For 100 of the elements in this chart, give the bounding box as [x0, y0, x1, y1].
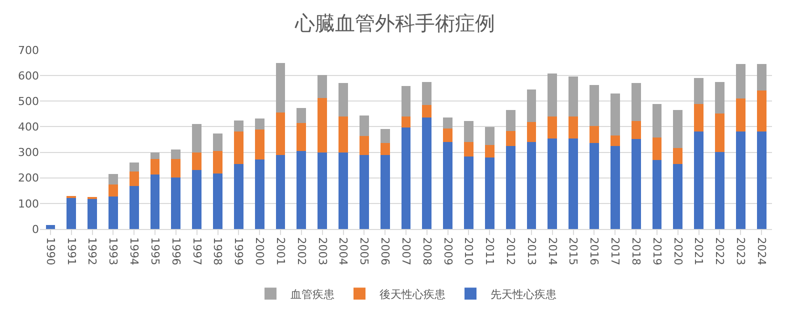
x-tick-label: 2011	[483, 237, 496, 266]
x-tick-label: 2007	[399, 237, 412, 266]
bar	[318, 152, 328, 229]
bar	[171, 178, 181, 229]
bar	[526, 122, 536, 142]
bar	[673, 148, 683, 164]
x-tick-label: 2019	[650, 237, 664, 266]
x-tick-label: 1997	[190, 237, 204, 266]
bar	[464, 121, 474, 142]
bar	[484, 145, 494, 158]
x-tick-label: 2000	[253, 237, 266, 266]
bar	[694, 78, 704, 104]
y-tick-label: 300	[18, 146, 39, 160]
y-tick-label: 700	[18, 44, 39, 57]
y-tick-label: 400	[18, 120, 39, 134]
bar	[443, 117, 453, 128]
bar	[715, 82, 724, 114]
bar	[234, 132, 244, 164]
x-tick-label: 1996	[169, 237, 182, 266]
bar	[380, 143, 390, 156]
bar	[192, 124, 202, 153]
x-tick-label: 1994	[128, 237, 141, 266]
bar	[192, 152, 202, 170]
bar	[548, 116, 558, 138]
bar	[631, 82, 641, 122]
x-tick-label: 2005	[358, 237, 371, 266]
x-tick-label: 1999	[232, 237, 246, 266]
x-tick-label: 2004	[336, 237, 350, 266]
x-tick-label: 2001	[274, 237, 287, 266]
bar	[715, 152, 724, 229]
x-tick-label: 2010	[462, 237, 476, 266]
bar	[276, 112, 286, 156]
bar	[192, 170, 202, 229]
x-tick-label: 1990	[44, 237, 57, 266]
x-tick-label: 2015	[566, 237, 580, 266]
x-tick-label: 2003	[316, 237, 329, 266]
x-tick-label: 2020	[671, 237, 684, 266]
bar	[401, 86, 411, 116]
y-tick-label: 100	[18, 197, 39, 210]
bar	[694, 132, 704, 229]
bar	[506, 110, 516, 131]
bar	[652, 137, 662, 160]
bar	[171, 158, 181, 178]
bar	[506, 130, 516, 146]
bar	[296, 150, 306, 229]
bar	[443, 142, 453, 229]
x-tick-label: 2016	[588, 237, 601, 266]
bar	[401, 128, 411, 229]
y-tick-label: 600	[18, 69, 39, 82]
bar	[359, 155, 369, 229]
bar	[422, 82, 432, 105]
bar	[108, 196, 118, 229]
bar	[652, 104, 662, 138]
bar	[129, 172, 139, 186]
x-tick-label: 2014	[546, 237, 559, 266]
bar	[590, 126, 599, 144]
bar	[254, 130, 264, 160]
bar	[610, 93, 620, 136]
bar	[171, 150, 181, 159]
bar	[318, 75, 328, 98]
bar	[213, 150, 222, 174]
bar	[756, 90, 766, 132]
bar	[276, 155, 286, 229]
bar	[610, 146, 620, 229]
bar	[484, 157, 494, 229]
x-tick-label: 2021	[692, 237, 706, 266]
bar	[150, 174, 160, 229]
bar	[401, 116, 411, 128]
bar	[338, 116, 348, 153]
x-tick-label: 1993	[106, 237, 120, 266]
x-tick-label: 2006	[378, 237, 392, 266]
x-tick-label: 1998	[211, 237, 224, 266]
y-tick-label: 500	[18, 94, 39, 108]
bar	[568, 116, 578, 138]
bar	[88, 198, 97, 229]
bar	[359, 115, 369, 136]
x-tick-label: 1992	[86, 237, 99, 266]
bar	[380, 128, 390, 144]
bar	[568, 76, 578, 116]
bar	[464, 142, 474, 156]
bar	[715, 114, 724, 152]
bar	[150, 152, 160, 159]
bar	[129, 186, 139, 229]
y-tick-label: 200	[18, 172, 39, 185]
bar	[422, 117, 432, 229]
bar	[506, 146, 516, 229]
bar	[129, 162, 139, 172]
bar	[254, 159, 264, 229]
x-tick-label: 2012	[504, 237, 517, 266]
x-tick-label: 2002	[294, 237, 308, 266]
x-tick-label: 2017	[608, 237, 622, 266]
x-tick-label: 1995	[148, 237, 162, 266]
x-tick-label: 1991	[64, 237, 78, 266]
x-tick-label: 2018	[629, 237, 642, 266]
bar	[66, 198, 76, 229]
bar	[338, 152, 348, 229]
bar	[610, 135, 620, 146]
legend-label: 後天性心疾患	[380, 288, 446, 301]
bar	[590, 143, 599, 229]
bar	[276, 63, 286, 113]
